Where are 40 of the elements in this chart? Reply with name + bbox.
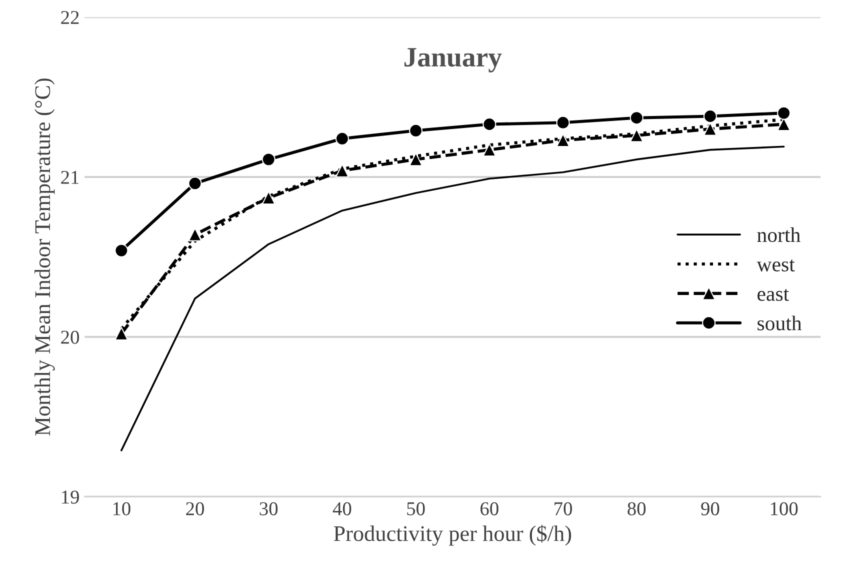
- x-tick-label: 50: [407, 502, 425, 516]
- point: [335, 132, 349, 146]
- point: [630, 111, 644, 125]
- point: [114, 244, 128, 258]
- point: [409, 124, 423, 138]
- point: [556, 116, 570, 130]
- point: [630, 128, 644, 142]
- x-tick-label: 20: [186, 502, 204, 516]
- y-tick-label: 21: [61, 170, 79, 184]
- point: [482, 117, 496, 132]
- x-tick-label: 80: [628, 502, 646, 516]
- x-tick-label: 10: [113, 502, 130, 516]
- point: [703, 122, 717, 136]
- x-tick-label: 70: [554, 502, 572, 516]
- point: [188, 228, 202, 242]
- x-tick-label: 40: [332, 502, 352, 516]
- legend-label: south: [758, 316, 802, 330]
- legend-label: west: [756, 260, 795, 272]
- point: [482, 143, 496, 157]
- x-tick-label: 90: [701, 502, 720, 516]
- point: [262, 191, 276, 205]
- y-tick-label: 22: [61, 11, 79, 24]
- y-tick-label: 20: [61, 330, 79, 344]
- y-tick-label: 19: [62, 490, 79, 504]
- y-axis-title: Monthly Mean Indoor Temperature (°C): [34, 78, 55, 436]
- text: January: [404, 48, 502, 72]
- point: [556, 133, 570, 148]
- point: [114, 326, 128, 340]
- x-tick-label: 60: [480, 502, 498, 516]
- x-axis-title: Productivity per hour ($/h): [334, 524, 572, 546]
- point: [703, 109, 717, 124]
- point: [188, 176, 202, 190]
- x-tick-label: 100: [770, 502, 798, 516]
- legend-label: east: [758, 288, 789, 301]
- point: [335, 164, 349, 178]
- point: [409, 152, 423, 166]
- point: [262, 152, 276, 166]
- legend-label: north: [757, 227, 800, 242]
- x-tick-label: 30: [260, 502, 278, 516]
- point: [777, 106, 791, 120]
